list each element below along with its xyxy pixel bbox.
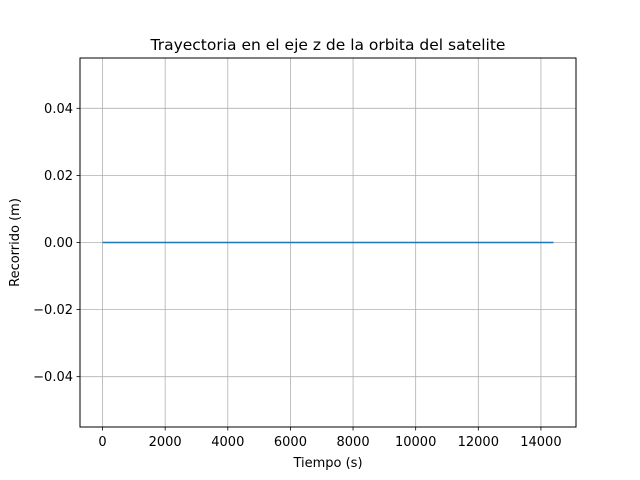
chart-title: Trayectoria en el eje z de la orbita del… bbox=[150, 36, 506, 54]
y-tick-label: −0.02 bbox=[33, 303, 73, 318]
x-tick-label: 8000 bbox=[337, 435, 370, 450]
x-tick-label: 10000 bbox=[395, 435, 436, 450]
axis-ticks: 0 2000 4000 6000 8000 10000 12000 14000 −0.04 −0.… bbox=[33, 102, 561, 450]
y-tick-label: 0.00 bbox=[44, 236, 73, 251]
x-tick-label: 0 bbox=[98, 435, 106, 450]
y-tick-label: 0.04 bbox=[44, 102, 73, 117]
x-axis-label: Tiempo (s) bbox=[292, 456, 362, 471]
y-tick-label: 0.02 bbox=[44, 169, 73, 184]
y-tick-label: −0.04 bbox=[33, 370, 73, 385]
x-tick-label: 4000 bbox=[211, 435, 244, 450]
x-tick-label: 12000 bbox=[458, 435, 499, 450]
x-tick-label: 6000 bbox=[274, 435, 307, 450]
x-tick-label: 2000 bbox=[149, 435, 182, 450]
x-tick-label: 14000 bbox=[520, 435, 561, 450]
y-axis-label: Recorrido (m) bbox=[8, 198, 23, 287]
